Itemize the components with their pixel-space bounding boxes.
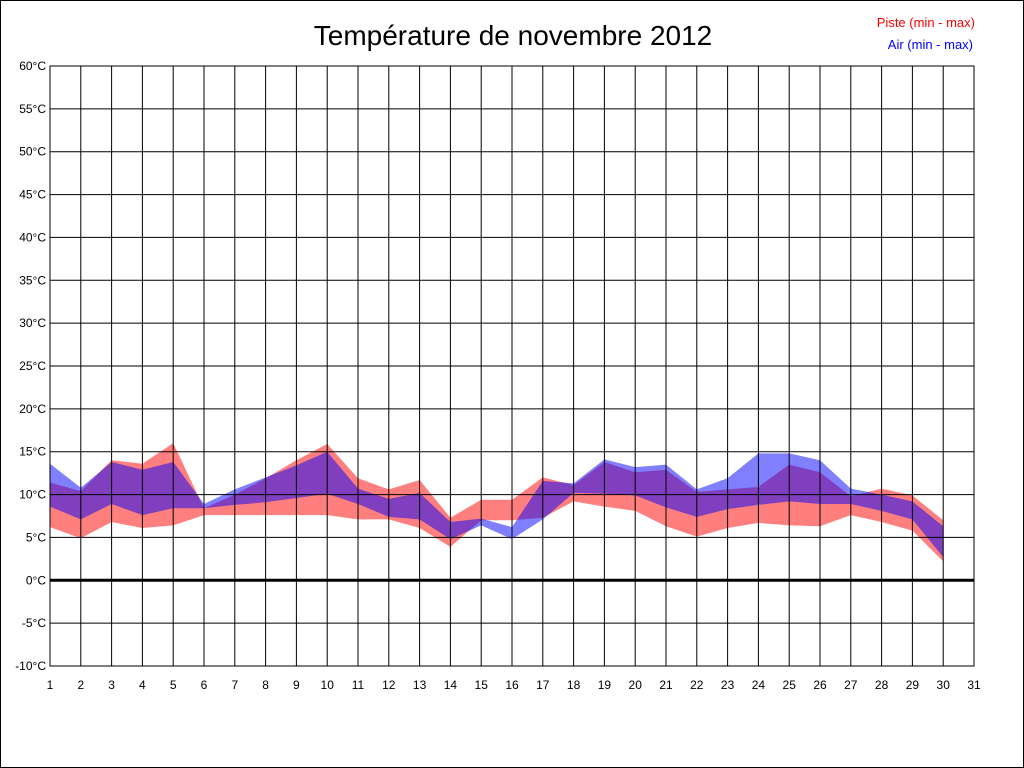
x-tick-label: 18 xyxy=(567,678,581,692)
y-tick-label: 10°C xyxy=(19,488,46,502)
x-tick-label: 9 xyxy=(293,678,300,692)
y-tick-label: 0°C xyxy=(26,573,46,587)
y-tick-label: 5°C xyxy=(26,530,46,544)
x-tick-label: 21 xyxy=(659,678,673,692)
legend-air: Air (min - max) xyxy=(888,37,973,52)
axis-layer xyxy=(49,65,975,667)
x-tick-label: 19 xyxy=(598,678,612,692)
y-tick-label: 15°C xyxy=(19,445,46,459)
series-band-piste xyxy=(50,443,944,562)
x-tick-label: 20 xyxy=(629,678,643,692)
x-tick-label: 28 xyxy=(875,678,889,692)
x-tick-label: 26 xyxy=(813,678,827,692)
x-tick-label: 30 xyxy=(937,678,951,692)
x-tick-label: 13 xyxy=(413,678,427,692)
y-tick-labels: 60°C 55°C 50°C 45°C 40°C 35°C 30°C 25°C 20°C 15°C… xyxy=(15,59,46,673)
x-tick-label: 31 xyxy=(967,678,981,692)
x-tick-label: 3 xyxy=(108,678,115,692)
y-tick-label: 30°C xyxy=(19,316,46,330)
y-tick-label: 45°C xyxy=(19,188,46,202)
x-tick-label: 10 xyxy=(321,678,335,692)
y-tick-label: 35°C xyxy=(19,273,46,287)
y-tick-label: -5°C xyxy=(22,616,46,630)
x-tick-label: 5 xyxy=(170,678,177,692)
x-tick-labels: 1 2 3 4 5 6 7 8 9 10 11 12 13 14 15 16 17 18 19 20 21 22 23 24 2… xyxy=(47,678,981,692)
x-tick-label: 24 xyxy=(752,678,766,692)
x-tick-label: 23 xyxy=(721,678,735,692)
x-tick-label: 6 xyxy=(201,678,208,692)
y-tick-label: -10°C xyxy=(15,659,46,673)
series-band-air xyxy=(50,451,944,558)
x-tick-label: 4 xyxy=(139,678,146,692)
y-tick-label: 40°C xyxy=(19,230,46,244)
x-tick-label: 27 xyxy=(844,678,858,692)
x-tick-label: 2 xyxy=(77,678,84,692)
x-tick-label: 17 xyxy=(536,678,550,692)
y-tick-label: 60°C xyxy=(19,59,46,73)
chart-title: Température de novembre 2012 xyxy=(314,20,712,51)
x-tick-label: 29 xyxy=(906,678,920,692)
y-tick-label: 50°C xyxy=(19,145,46,159)
x-tick-label: 16 xyxy=(505,678,519,692)
series-layer xyxy=(50,443,944,562)
y-tick-label: 20°C xyxy=(19,402,46,416)
x-tick-label: 15 xyxy=(475,678,489,692)
y-tick-label: 55°C xyxy=(19,102,46,116)
x-tick-label: 8 xyxy=(262,678,269,692)
x-tick-label: 25 xyxy=(783,678,797,692)
x-tick-label: 14 xyxy=(444,678,458,692)
x-tick-label: 11 xyxy=(352,678,365,692)
legend-piste: Piste (min - max) xyxy=(877,15,975,30)
plot-border xyxy=(49,65,975,667)
x-tick-label: 1 xyxy=(47,678,54,692)
x-tick-label: 22 xyxy=(690,678,704,692)
y-tick-label: 25°C xyxy=(19,359,46,373)
x-tick-label: 12 xyxy=(382,678,396,692)
grid-layer xyxy=(49,65,975,667)
x-tick-label: 7 xyxy=(231,678,238,692)
